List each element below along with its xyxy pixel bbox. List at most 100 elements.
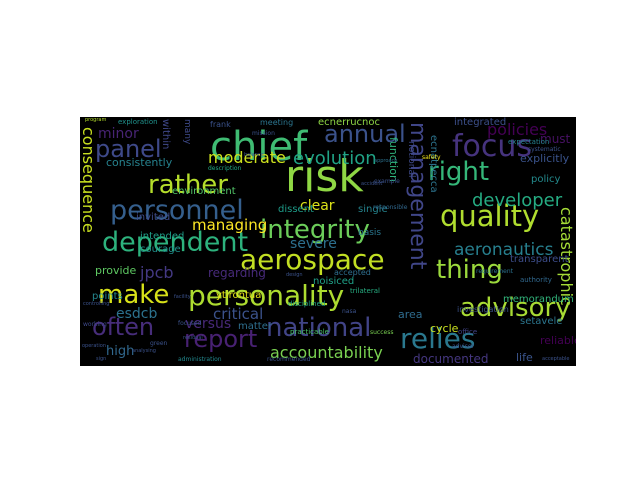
word-critical: critical <box>213 305 264 323</box>
word-nasa: nasa <box>342 308 357 315</box>
word-within: within <box>160 119 171 150</box>
word-trilateral: trilateral <box>350 287 380 295</box>
word-points: points <box>92 291 123 302</box>
word-invited: invited <box>136 212 171 223</box>
word-developer: developer <box>472 190 563 211</box>
word-ecnatpecca: ecnatpecca <box>428 135 439 193</box>
word-consequence: consequence <box>80 127 98 233</box>
word-area: area <box>398 308 423 321</box>
word-provide: provide <box>95 264 137 277</box>
word-intended: intended <box>140 231 185 242</box>
word-operation: operation <box>82 343 107 349</box>
word-memorandum: memorandum <box>503 294 574 305</box>
word-quality: quality <box>440 199 540 233</box>
word-authority: authority <box>520 276 552 284</box>
word-matter: matter <box>238 321 272 332</box>
word-acceptable: acceptable <box>542 356 570 362</box>
word-design: design <box>286 272 303 278</box>
word-mission: mission <box>252 130 275 137</box>
word-disciplined: disciplined <box>288 300 326 308</box>
word-make: make <box>98 280 170 310</box>
word-minor: minor <box>98 126 139 142</box>
word-esdcb: esdcb <box>116 306 158 322</box>
word-severe: severe <box>290 236 337 252</box>
word-reliable: reliable <box>540 334 576 347</box>
word-integrated: integrated <box>454 117 507 128</box>
word-explicitly: explicitly <box>520 152 570 165</box>
word-jpcb: jpcb <box>140 263 174 282</box>
word-description: description <box>208 165 242 172</box>
word-systematic: systematic <box>528 146 561 153</box>
word-evolution: evolution <box>293 148 377 169</box>
word-office: office <box>458 328 478 336</box>
word-sign: sign <box>96 356 107 362</box>
word-policies: policies <box>487 120 548 139</box>
word-exploration: exploration <box>118 118 158 126</box>
word-moderate: moderate <box>208 148 286 167</box>
word-accident: accident <box>361 181 383 187</box>
word-documented: documented <box>413 352 489 366</box>
word-dissent: dissent <box>278 204 314 215</box>
word-rather: rather <box>148 170 228 200</box>
word-must: must <box>540 132 571 146</box>
word-integrity: integrity <box>260 215 370 245</box>
word-requirement: requirement <box>476 268 514 275</box>
word-chief: chief <box>210 124 308 170</box>
word-aeronautics: aeronautics <box>454 240 554 260</box>
word-many: many <box>182 119 192 145</box>
word-panel: panel <box>95 135 162 163</box>
word-ytirontua: ytirontua <box>216 290 262 301</box>
word-managing: managing <box>192 216 268 234</box>
word-often: often <box>92 313 155 341</box>
word-aerospace: aerospace <box>240 243 385 276</box>
word-versus: versus <box>185 316 232 332</box>
word-residual: residual <box>183 335 203 341</box>
word-facility: facility <box>174 294 191 300</box>
word-single: single <box>358 204 388 215</box>
word-expectation: expectation <box>508 138 550 146</box>
word-focus: focus <box>452 129 533 164</box>
word-transparent: transparent <box>510 254 569 265</box>
word-noisiced: noisiced <box>313 276 355 287</box>
word-frank: frank <box>210 120 231 129</box>
word-practicable: practicable <box>290 328 329 336</box>
word-personnel: personnel <box>110 195 244 226</box>
word-working: working <box>83 321 107 328</box>
word-relies: relies <box>400 322 476 355</box>
word-balance: balance <box>244 152 264 158</box>
word-administration: administration <box>178 356 222 363</box>
word-basis: basis <box>358 228 382 238</box>
word-courage: courage <box>140 244 181 255</box>
word-regarding: regarding <box>208 266 266 280</box>
word-national: national <box>266 313 372 343</box>
word-approach: approach <box>374 158 398 164</box>
word-clear: clear <box>300 198 335 214</box>
word-consistently: consistently <box>106 156 173 169</box>
word-life: life <box>516 351 533 364</box>
word-policy: policy <box>531 174 561 185</box>
word-safety: safety <box>422 154 441 161</box>
word-program: program <box>85 117 107 123</box>
word-advisory: advisory <box>460 293 571 323</box>
word-setavele: setavele <box>520 316 563 327</box>
word-accountability: accountability <box>270 343 383 362</box>
word-dependent: dependent <box>102 227 249 258</box>
word-personality: personality <box>188 279 345 312</box>
word-example: example <box>374 178 400 185</box>
word-high: high <box>106 344 135 359</box>
word-success: success <box>370 329 394 336</box>
word-annual: annual <box>324 120 406 148</box>
word-notional: notional <box>406 141 416 178</box>
word-analysing: analysing <box>132 348 156 354</box>
word-green: green <box>150 340 168 347</box>
word-cloud: chief risk annual focus panel right rather mode… <box>80 117 576 366</box>
word-meeting: meeting <box>260 118 294 127</box>
word-controlling: controlling <box>83 301 110 307</box>
word-investigation: investigation <box>457 305 509 314</box>
word-focused: focused <box>178 320 202 327</box>
word-report: report <box>184 325 258 353</box>
word-cycle: cycle <box>430 322 459 335</box>
word-right: right <box>428 157 490 187</box>
word-responsible: responsible <box>373 204 408 211</box>
word-recommended: recommended <box>267 356 311 363</box>
